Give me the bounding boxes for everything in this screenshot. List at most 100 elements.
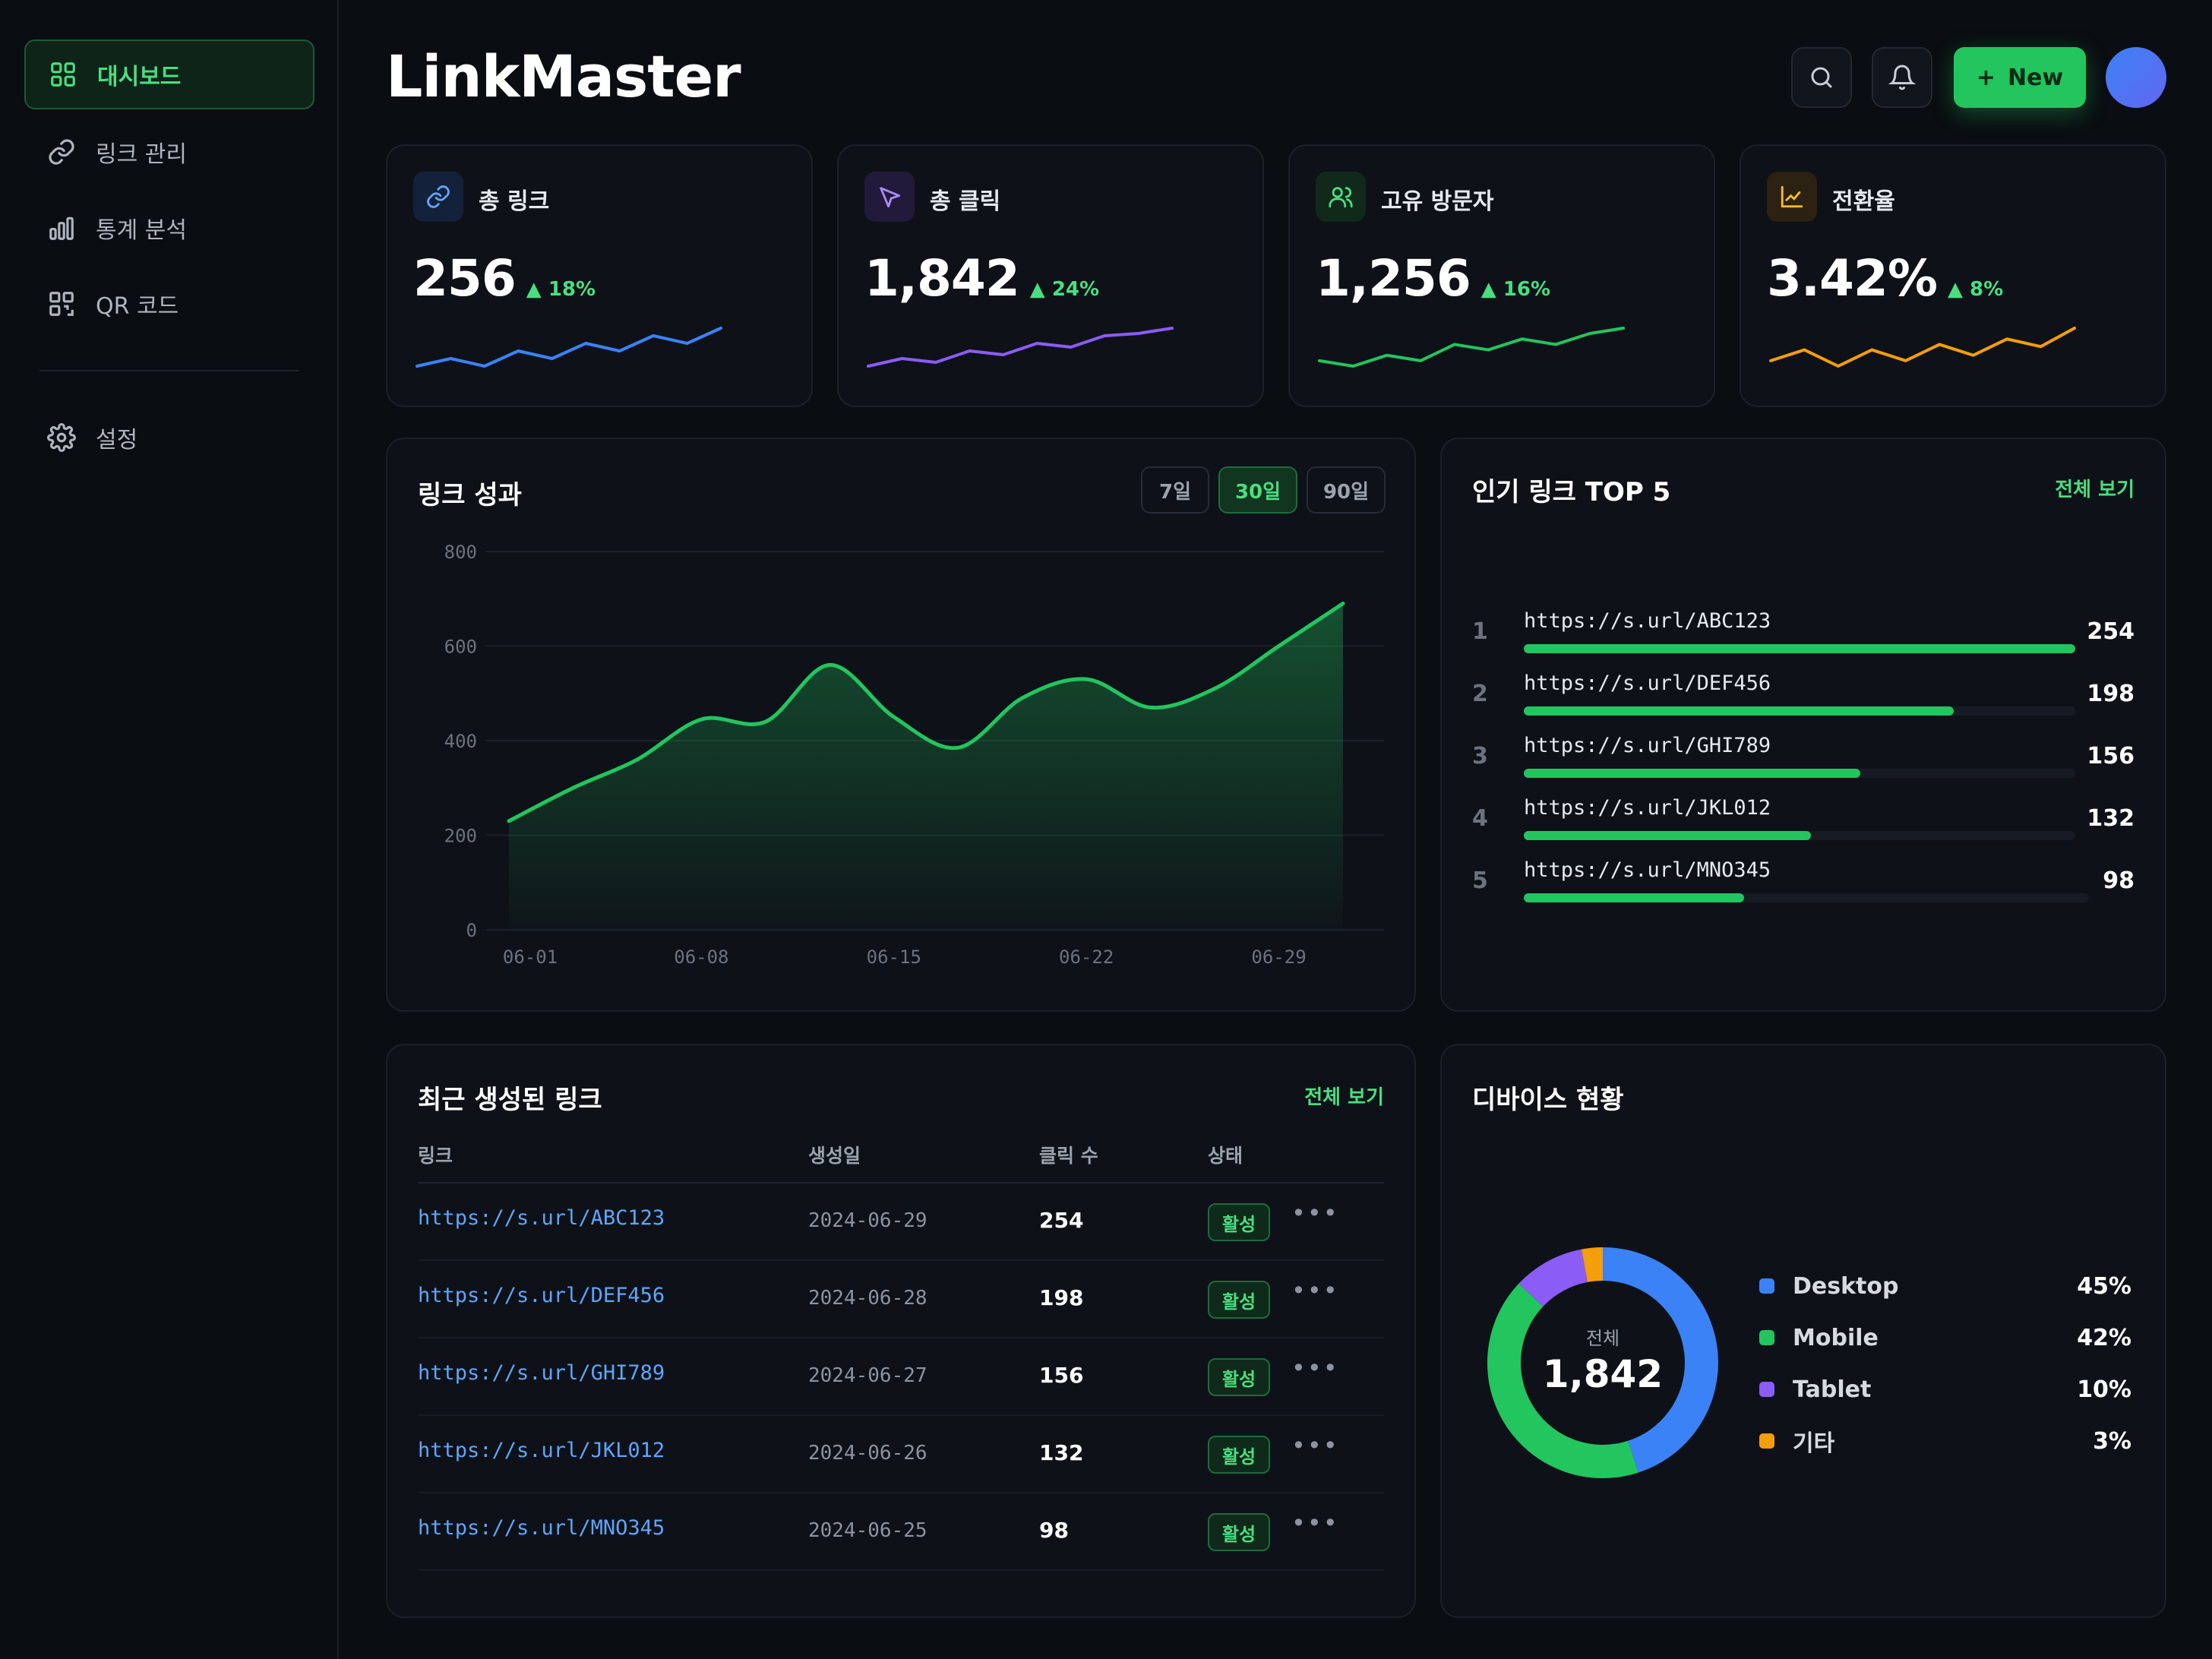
view-all-link[interactable]: 전체 보기 (1304, 1086, 1384, 1109)
recent-links-panel: 최근 생성된 링크 전체 보기 링크 생성일 클릭 수 상태 https://s… (386, 1044, 1416, 1618)
created-date: 2024-06-28 (808, 1287, 927, 1310)
link-url[interactable]: https://s.url/JKL012 (418, 1439, 665, 1462)
created-date: 2024-06-26 (808, 1442, 927, 1465)
view-all-link[interactable]: 전체 보기 (2055, 479, 2135, 501)
search-button[interactable] (1791, 47, 1852, 108)
x-tick-label: 06-08 (674, 946, 728, 968)
sidebar-item-label: QR 코드 (96, 293, 179, 320)
top-link-bar-fill (1524, 769, 1860, 778)
area-fill (509, 603, 1343, 930)
table-row[interactable]: https://s.url/ABC123 2024-06-29 254 활성 •… (418, 1183, 1384, 1261)
sidebar-item-label: 링크 관리 (96, 141, 187, 168)
legend-percent: 45% (2077, 1272, 2131, 1300)
legend-item-mobile: Mobile 42% (1759, 1319, 2131, 1357)
stat-icon-box (413, 172, 463, 222)
table-row[interactable]: https://s.url/DEF456 2024-06-28 198 활성 •… (418, 1261, 1384, 1338)
sidebar-divider (40, 370, 299, 371)
stat-number: 3.42% (1767, 249, 1938, 308)
top-link-bar-track (1524, 706, 2075, 716)
top-link-bar-fill (1524, 706, 1954, 716)
sidebar-item-links[interactable]: 링크 관리 (24, 117, 314, 187)
sidebar-item-settings[interactable]: 설정 (24, 403, 314, 472)
top-link-bar-fill (1524, 831, 1811, 840)
rank-number: 4 (1472, 805, 1488, 832)
legend-name: Desktop (1793, 1272, 1899, 1300)
legend-swatch (1759, 1278, 1774, 1294)
stat-delta: ▲ 8% (1947, 278, 2004, 301)
panel-title: 디바이스 현황 (1472, 1085, 1624, 1115)
top-link-url[interactable]: https://s.url/MNO345 (1524, 858, 1771, 882)
sidebar-item-label: 설정 (96, 427, 138, 453)
x-tick-label: 06-29 (1251, 946, 1306, 968)
sparkline (867, 327, 1174, 368)
series-line (507, 601, 1345, 823)
qr-icon (49, 292, 74, 316)
more-options-icon[interactable]: ••• (1291, 1276, 1339, 1305)
click-count: 98 (1039, 1518, 1069, 1543)
sparkline-path (1318, 327, 1625, 368)
legend-item-desktop: Desktop 45% (1759, 1267, 2131, 1305)
new-button-label: New (2007, 64, 2064, 91)
click-count: 254 (1039, 1208, 1084, 1233)
donut-total-label: 전체 (1585, 1328, 1620, 1349)
sparkline-path (1769, 327, 2076, 368)
performance-chart: 0 200 400 600 800 06-01 06-08 06-15 06-22 06-29 (444, 542, 1384, 968)
notifications-button[interactable] (1872, 47, 1932, 108)
legend-item-tablet: Tablet 10% (1759, 1370, 2131, 1408)
stat-value: 256 ▲ 18% (413, 249, 596, 308)
legend-percent: 3% (2093, 1427, 2131, 1455)
cursor-icon (880, 187, 901, 208)
top-link-bar-fill (1524, 893, 1745, 902)
more-options-icon[interactable]: ••• (1291, 1431, 1339, 1460)
panel-title: 인기 링크 TOP 5 (1472, 477, 1671, 507)
column-header-status: 상태 (1208, 1145, 1243, 1167)
stat-label: 고유 방문자 (1381, 188, 1494, 215)
top-link-url[interactable]: https://s.url/GHI789 (1524, 734, 1771, 757)
link-url[interactable]: https://s.url/MNO345 (418, 1516, 665, 1540)
sidebar-item-dashboard[interactable]: 대시보드 (24, 40, 314, 109)
sparkline (416, 327, 722, 368)
stat-icon-box (1767, 172, 1817, 222)
stat-delta: ▲ 18% (526, 278, 596, 301)
legend-swatch (1759, 1330, 1774, 1345)
stat-icon-box (1316, 172, 1366, 222)
new-link-button[interactable]: + New (1954, 47, 2086, 108)
status-badge: 활성 (1208, 1436, 1270, 1474)
top-link-url[interactable]: https://s.url/ABC123 (1524, 609, 1771, 633)
more-options-icon[interactable]: ••• (1291, 1354, 1339, 1382)
sidebar-item-analytics[interactable]: 통계 분석 (24, 193, 314, 263)
link-url[interactable]: https://s.url/GHI789 (418, 1361, 665, 1385)
link-url[interactable]: https://s.url/ABC123 (418, 1206, 665, 1230)
x-tick-label: 06-22 (1059, 946, 1114, 968)
stat-card-clicks: 총 클릭 1,842 ▲ 24% (837, 144, 1264, 407)
more-options-icon[interactable]: ••• (1291, 1509, 1339, 1537)
range-button-90d[interactable]: 90일 (1307, 466, 1386, 514)
top-link-bar-track (1524, 893, 2089, 902)
top-link-count: 198 (2087, 681, 2135, 707)
gear-icon (47, 423, 76, 452)
page-title: LinkMaster (386, 43, 741, 110)
top-link-url[interactable]: https://s.url/DEF456 (1524, 672, 1771, 695)
range-button-7d[interactable]: 7일 (1141, 466, 1209, 514)
link-url[interactable]: https://s.url/DEF456 (418, 1284, 665, 1307)
x-tick-label: 06-15 (867, 946, 921, 968)
more-options-icon[interactable]: ••• (1291, 1199, 1339, 1228)
top-link-url[interactable]: https://s.url/JKL012 (1524, 796, 1771, 820)
sparkline-path (416, 327, 722, 368)
sidebar-item-qr[interactable]: QR 코드 (24, 269, 314, 339)
stat-delta: ▲ 16% (1480, 278, 1551, 301)
column-header-date: 생성일 (808, 1145, 861, 1167)
range-button-30d[interactable]: 30일 (1218, 466, 1297, 514)
avatar[interactable] (2106, 47, 2166, 108)
users-icon (1329, 187, 1353, 208)
top-link-bar-track (1524, 644, 2075, 653)
table-row[interactable]: https://s.url/GHI789 2024-06-27 156 활성 •… (418, 1338, 1384, 1416)
sparkline-path (867, 327, 1174, 368)
legend-swatch (1759, 1433, 1774, 1449)
table-row[interactable]: https://s.url/JKL012 2024-06-26 132 활성 •… (418, 1416, 1384, 1493)
column-header-link: 링크 (418, 1145, 453, 1167)
click-count: 132 (1039, 1440, 1084, 1465)
grid-icon (51, 62, 75, 87)
legend-percent: 42% (2077, 1324, 2131, 1351)
table-row[interactable]: https://s.url/MNO345 2024-06-25 98 활성 ••… (418, 1493, 1384, 1571)
